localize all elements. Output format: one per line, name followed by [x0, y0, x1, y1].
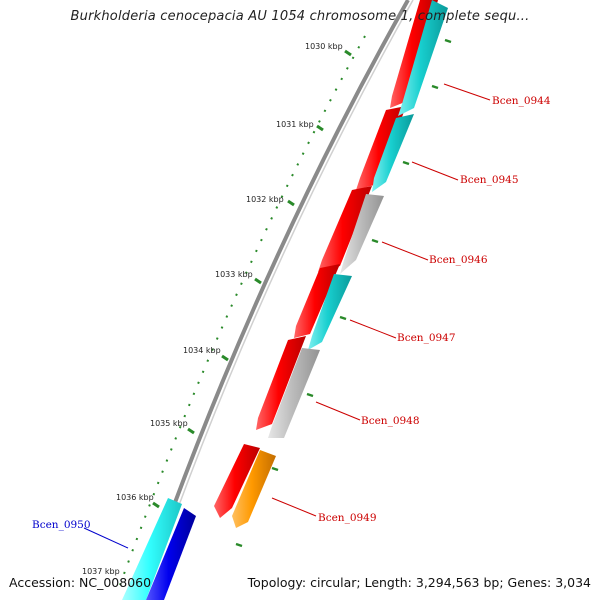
gene-arrow-red[interactable] [214, 444, 260, 518]
gene-label-bcen-0950[interactable]: Bcen_0950 [32, 519, 91, 531]
kbp-label: 1031 kbp [276, 120, 314, 129]
accession-text: Accession: NC_008060 [9, 575, 152, 590]
kbp-label: 1036 kbp [116, 493, 154, 502]
kbp-label: 1035 kbp [150, 419, 188, 428]
kbp-label: 1037 kbp [82, 567, 120, 576]
gene-tick-marks [235, 38, 452, 548]
gene-label-bcen-0949[interactable]: Bcen_0949 [318, 512, 377, 524]
kbp-label: 1032 kbp [246, 195, 284, 204]
ruler-ticks [152, 49, 352, 509]
outer-gene-track [232, 0, 448, 528]
gene-arrow-orange[interactable] [232, 450, 276, 528]
gene-label-bcen-0946[interactable]: Bcen_0946 [429, 254, 488, 266]
topology-stats-text: Topology: circular; Length: 3,294,563 bp… [247, 575, 591, 590]
gene-arrow-cyan[interactable] [308, 274, 352, 350]
gene-arrow-red[interactable] [318, 186, 372, 272]
gene-arrow-cyan[interactable] [398, 0, 448, 116]
gene-label-bcen-0948[interactable]: Bcen_0948 [361, 415, 420, 427]
kbp-label: 1030 kbp [305, 42, 343, 51]
label-leaders [83, 83, 491, 549]
map-title: Burkholderia cenocepacia AU 1054 chromos… [70, 9, 530, 24]
lower-gene-track [122, 498, 196, 600]
gene-label-bcen-0945[interactable]: Bcen_0945 [460, 174, 519, 186]
gene-arrow-cyan[interactable] [372, 114, 414, 192]
gene-arrow-lightcyan[interactable] [122, 498, 182, 600]
gene-arrow-red[interactable] [294, 264, 340, 338]
kbp-label: 1034 kbp [183, 346, 221, 355]
gene-label-bcen-0947[interactable]: Bcen_0947 [397, 332, 456, 344]
red-gene-track [214, 0, 438, 518]
gene-label-bcen-0944[interactable]: Bcen_0944 [492, 95, 551, 107]
ruler-track [119, 35, 366, 586]
gene-arrow-gray[interactable] [340, 194, 384, 274]
gene-arrow-blue[interactable] [146, 508, 196, 600]
gene-arrow-red[interactable] [256, 336, 306, 430]
genome-backbone [138, 0, 410, 600]
gene-arrow-gray[interactable] [268, 348, 320, 438]
kbp-label: 1033 kbp [215, 270, 253, 279]
